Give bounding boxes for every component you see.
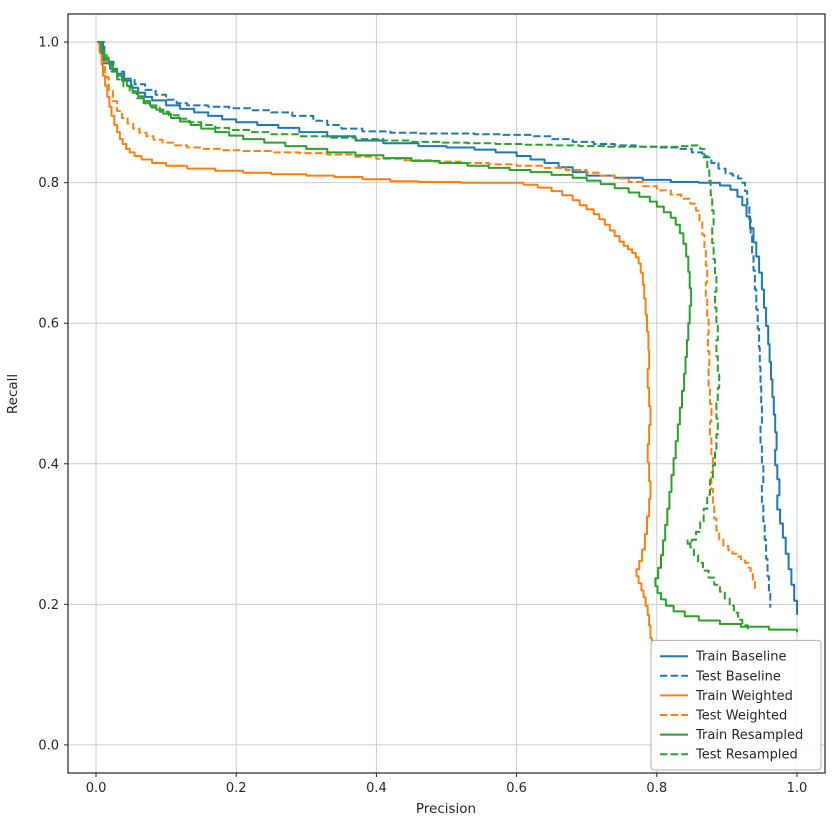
y-tick-label: 0.2 — [38, 598, 59, 613]
y-tick-label: 1.0 — [38, 36, 59, 51]
legend-layer: Train Baseline Test Baseline Train Weighte… — [650, 639, 822, 771]
legend-label: Train Resampled — [695, 728, 803, 743]
x-tick-label: 0.4 — [366, 781, 387, 796]
x-tick-label: 0.0 — [86, 781, 107, 796]
y-tick-label: 0.4 — [38, 457, 59, 472]
legend-box — [650, 639, 822, 771]
y-tick-label: 0.8 — [38, 176, 59, 191]
legend-label: Train Baseline — [695, 650, 786, 665]
x-tick-label: 1.0 — [787, 781, 808, 796]
series-line-train-resampled — [97, 41, 798, 633]
x-tick-label: 0.8 — [646, 781, 667, 796]
axes-layer: 0.0 0.2 0.4 0.6 0.8 1.0 0.0 0.2 0.4 0.6 0.8 1.0 — [38, 13, 826, 796]
series-line-test-baseline — [97, 41, 772, 608]
plot-frame — [67, 13, 826, 774]
series-line-train-baseline — [97, 41, 798, 615]
series-line-test-resampled — [97, 41, 749, 630]
legend-label: Test Weighted — [695, 709, 787, 724]
series-line-train-weighted — [97, 41, 653, 652]
y-tick-label: 0.0 — [38, 738, 59, 753]
x-axis-label: Precision — [416, 801, 476, 817]
legend-label: Train Weighted — [695, 689, 793, 704]
x-tick-label: 0.6 — [506, 781, 527, 796]
series-layer — [97, 41, 798, 652]
series-line-test-weighted — [97, 41, 756, 591]
legend-label: Test Resampled — [695, 748, 798, 763]
legend-label: Test Baseline — [695, 669, 781, 684]
y-axis-label: Recall — [5, 374, 21, 414]
x-tick-label: 0.2 — [226, 781, 247, 796]
y-tick-label: 0.6 — [38, 317, 59, 332]
